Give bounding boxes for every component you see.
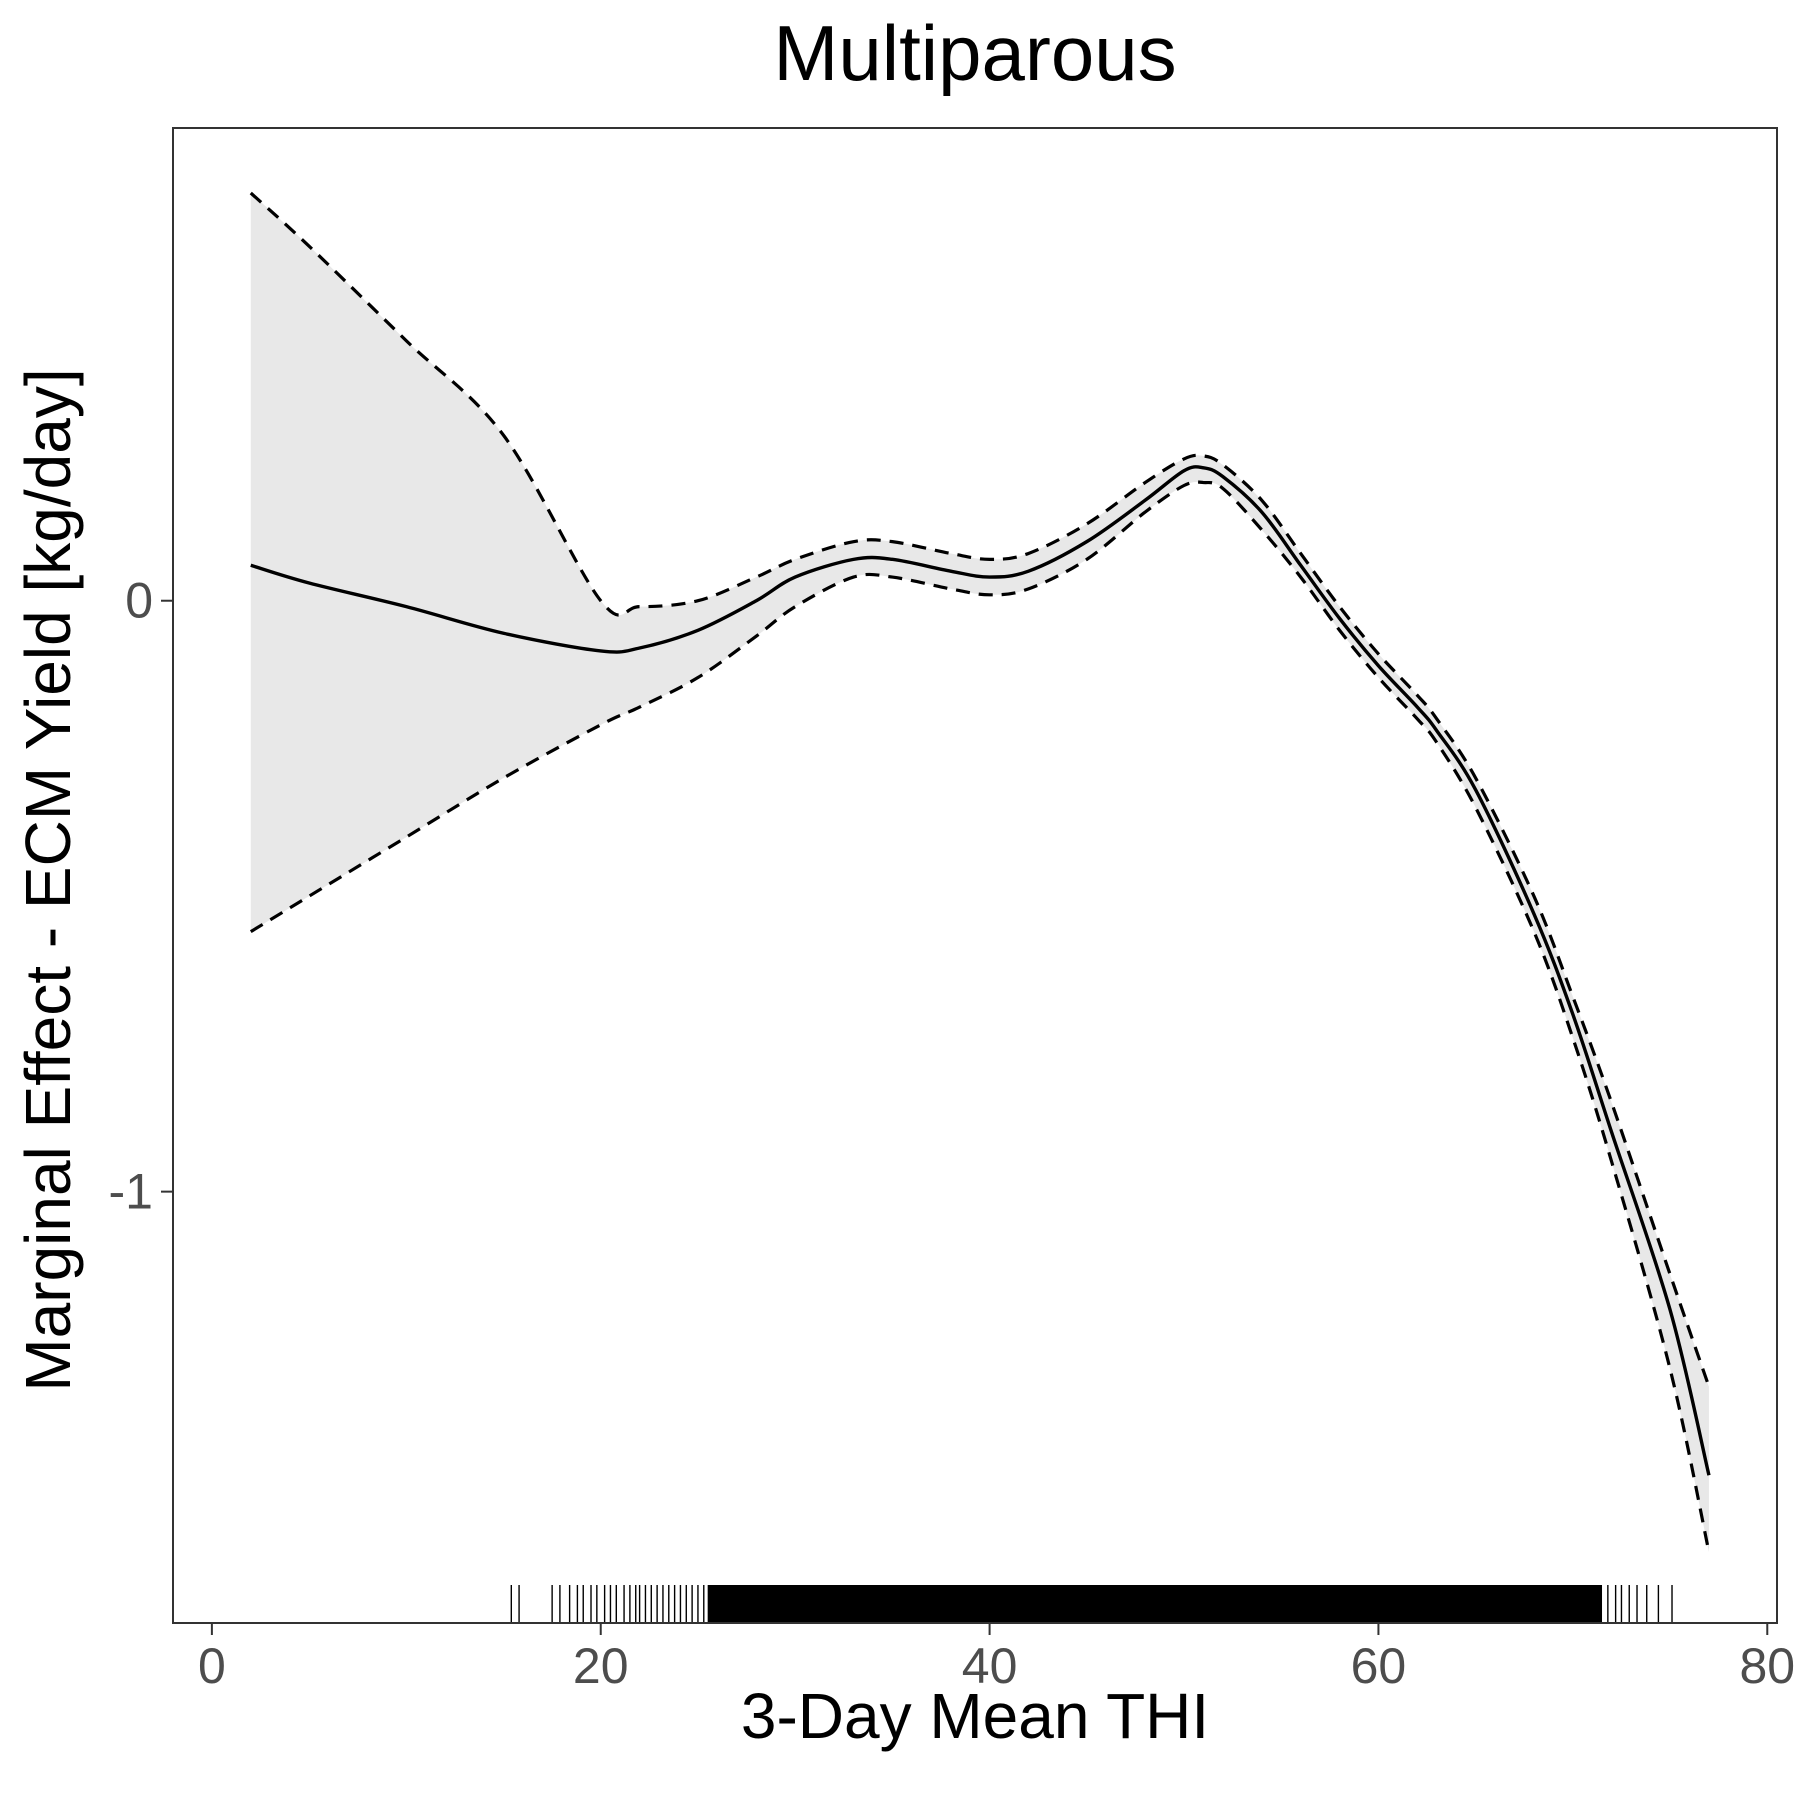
x-tick-label: 80 [1739,1638,1795,1694]
rug-layer [510,1585,1673,1623]
x-tick-label: 40 [962,1638,1018,1694]
chart-title: Multiparous [773,9,1176,97]
x-axis-title: 3-Day Mean THI [741,1680,1209,1752]
y-tick-label: 0 [125,573,153,629]
panel-border [172,127,1778,1624]
upper-bound-line [249,191,1711,1388]
x-tick-label: 20 [573,1638,629,1694]
y-axis-title: Marginal Effect - ECM Yield [kg/day] [12,368,84,1391]
x-tick-label: 60 [1351,1638,1407,1694]
plot-area [172,127,1778,1624]
x-tick-label: 0 [198,1638,226,1694]
x-axis: 0 20 40 60 80 [198,1623,1795,1694]
lower-bound-line [249,480,1711,1553]
estimate-line [250,465,1711,1476]
y-tick-label: -1 [109,1164,153,1220]
rug-dense-block [707,1585,1603,1623]
y-axis: 0 -1 [109,573,173,1220]
